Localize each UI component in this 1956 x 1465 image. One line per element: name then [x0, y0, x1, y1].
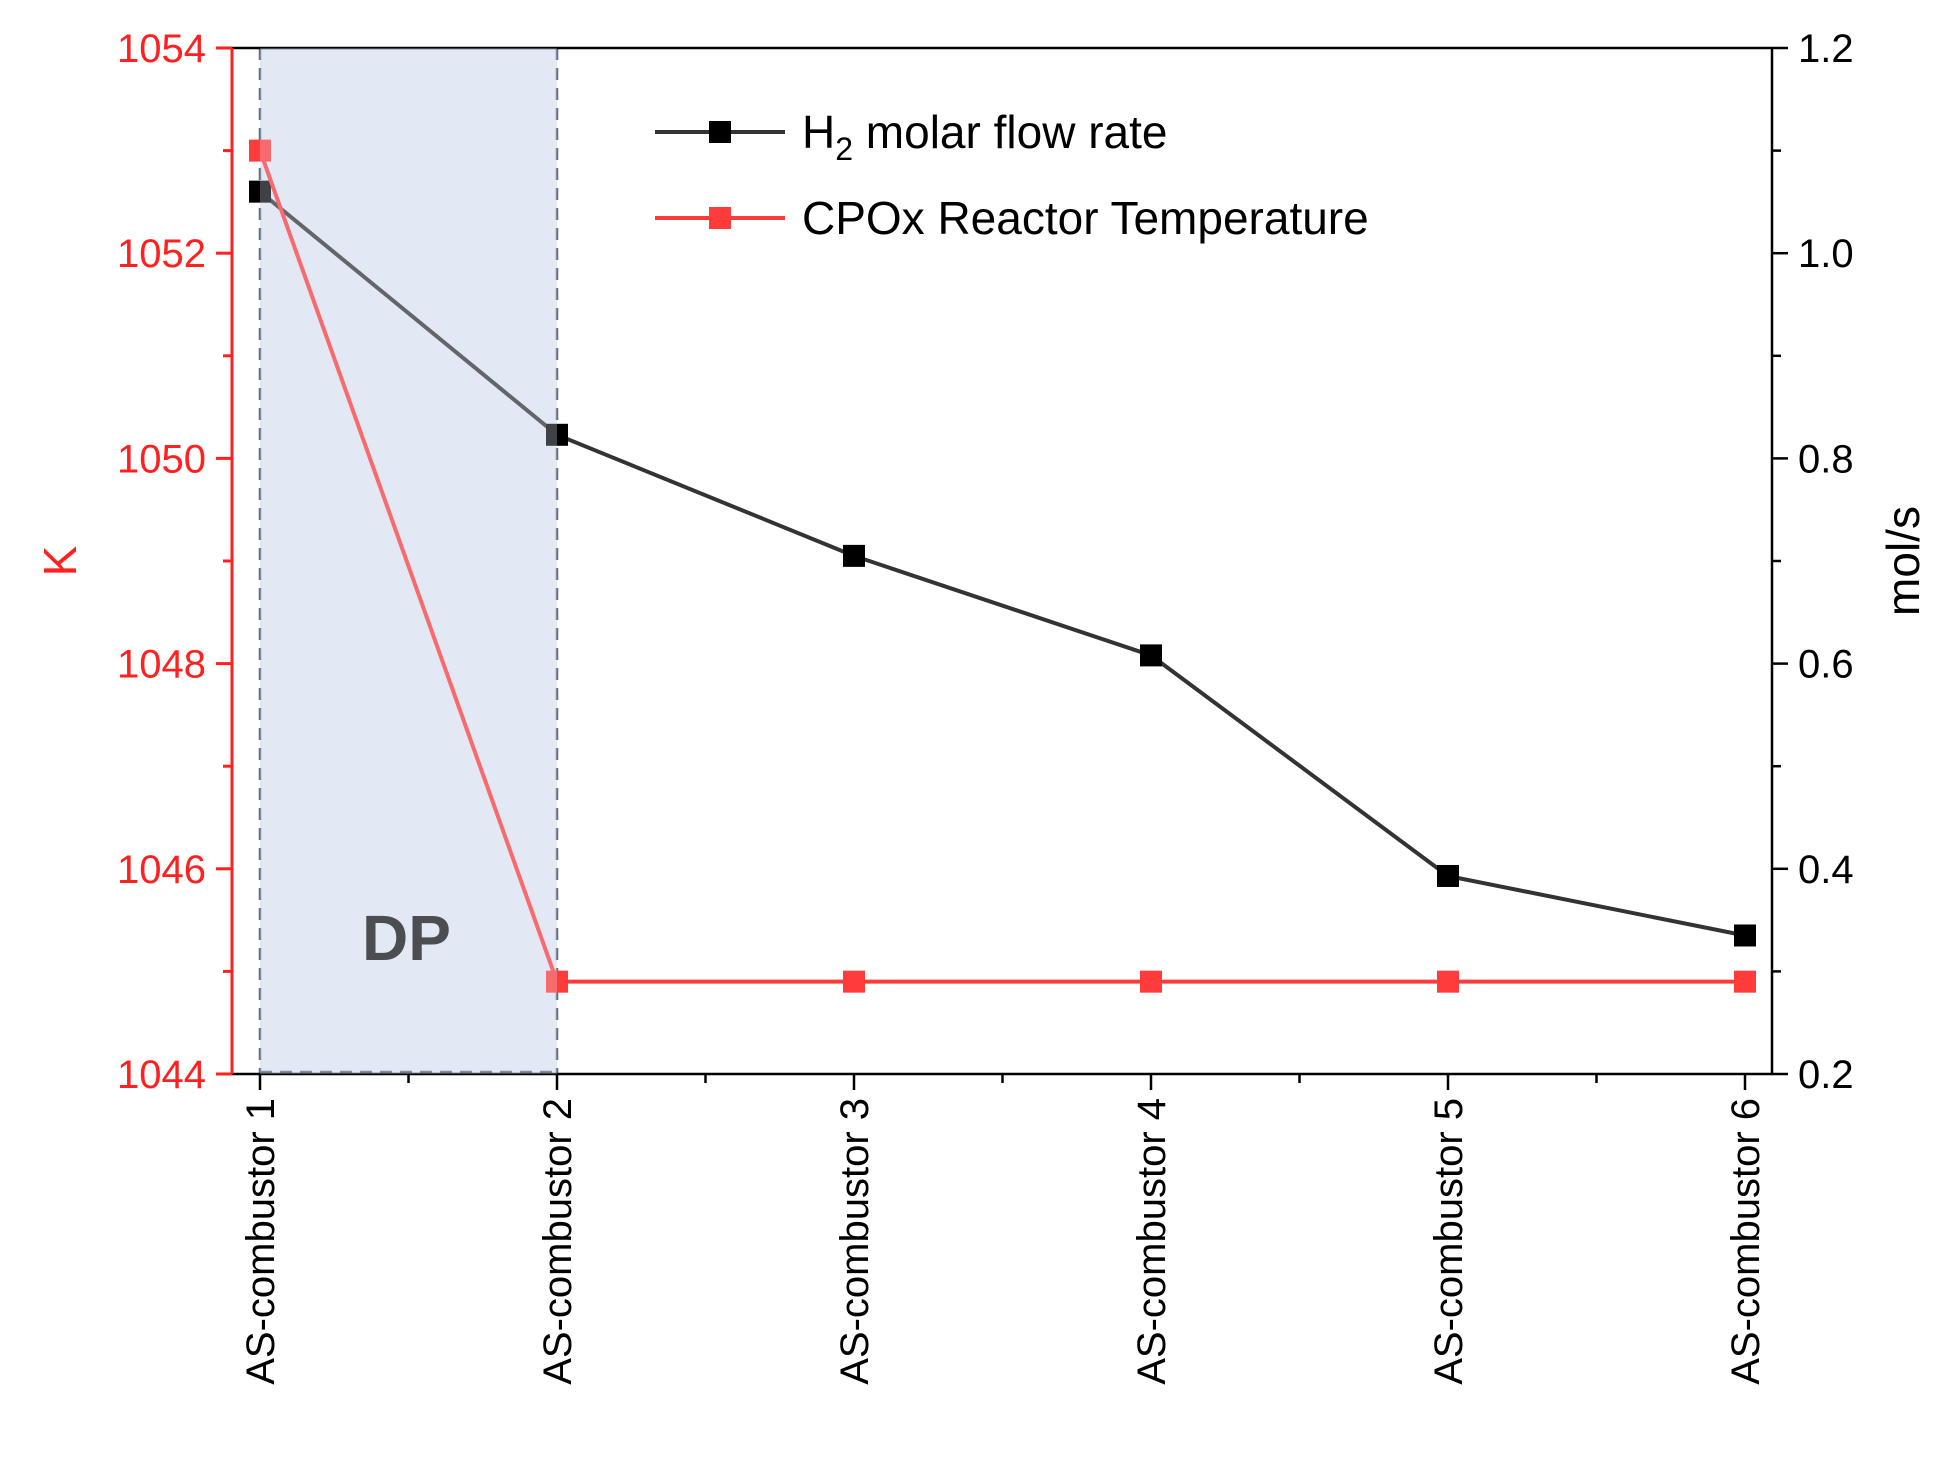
series-0-point: [249, 180, 271, 203]
right-axis-tick-label: 0.2: [1798, 1053, 1854, 1097]
right-axis-tick-label: 0.6: [1798, 643, 1854, 687]
series-line-1: [258, 149, 1745, 984]
x-axis-tick-label: AS-combustor 1: [239, 1098, 283, 1385]
legend-label-h2-main: H: [802, 106, 835, 158]
legend-label-h2-rest: molar flow rate: [853, 106, 1167, 158]
left-axis-tick-label: 1052: [117, 232, 206, 276]
series-layer: [249, 48, 1756, 1074]
legend-label-h2-sub: 2: [835, 131, 853, 167]
dp-label: DP: [362, 902, 451, 974]
series-0-point: [1140, 644, 1162, 667]
legend-marker-h2: [709, 121, 731, 143]
legend-marker-cpox: [709, 207, 731, 229]
x-axis-tick-label: AS-combustor 5: [1427, 1098, 1471, 1385]
series-0-point: [1734, 924, 1756, 947]
right-axis-label: mol/s: [1877, 506, 1929, 616]
right-axis-tick-label: 0.4: [1798, 848, 1854, 892]
left-axis-tick-label: 1050: [117, 437, 206, 481]
left-axis-tick-label: 1046: [117, 848, 206, 892]
x-axis-tick-label: AS-combustor 2: [536, 1098, 580, 1385]
left-axis-tick-label: 1048: [117, 643, 206, 687]
right-axis-tick-label: 0.8: [1798, 437, 1854, 481]
legend-label-h2: H2 molar flow rate: [802, 106, 1167, 167]
series-0-point: [1437, 864, 1459, 887]
legend-label-cpox: CPOx Reactor Temperature: [802, 192, 1369, 244]
left-axis-label: K: [34, 545, 86, 576]
series-1-point: [1437, 970, 1459, 993]
series-1-point: [546, 970, 568, 993]
right-axis-tick-label: 1.0: [1798, 232, 1854, 276]
x-axis-tick-label: AS-combustor 6: [1724, 1098, 1768, 1385]
series-1-point: [1734, 970, 1756, 993]
axes-layer: 1044 1046 1048 1050 1052 1054 K 0.2 0.4 0.6 0.8 1.0…: [34, 27, 1929, 1385]
series-0-point: [843, 544, 865, 567]
x-axis-tick-label: AS-combustor 3: [833, 1098, 877, 1385]
series-1-point: [249, 139, 271, 162]
series-1-point: [1140, 970, 1162, 993]
legend: H2 molar flow rate CPOx Reactor Temperatu…: [655, 106, 1369, 244]
series-0-point: [546, 423, 568, 446]
right-axis-tick-label: 1.2: [1798, 27, 1854, 71]
x-axis-tick-label: AS-combustor 4: [1130, 1098, 1174, 1385]
series-1-point: [843, 970, 865, 993]
left-axis-tick-label: 1054: [117, 27, 206, 71]
series-line-0: [258, 190, 1746, 938]
dp-overlay-tint: [260, 48, 557, 1074]
left-axis-tick-label: 1044: [117, 1053, 206, 1097]
